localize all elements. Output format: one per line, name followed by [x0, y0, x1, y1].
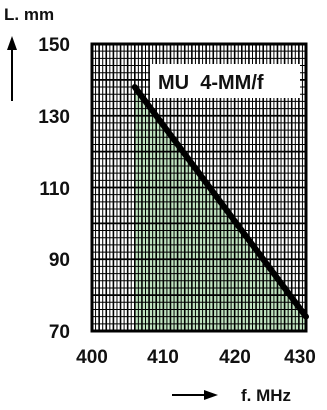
x-tick-labels: 400 410 420 430 [76, 347, 316, 368]
y-tick-label: 90 [49, 250, 70, 271]
x-tick-label: 410 [147, 347, 179, 368]
y-tick-labels: 70 90 110 130 150 [38, 35, 70, 343]
x-axis-arrow-icon [172, 390, 218, 400]
chart-title-box [150, 64, 300, 98]
x-tick-label: 430 [284, 347, 316, 368]
y-tick-label: 150 [38, 35, 70, 56]
plot-frame [90, 42, 308, 333]
y-tick-label: 70 [49, 322, 70, 343]
y-tick-label: 110 [39, 179, 70, 200]
x-tick-label: 420 [219, 347, 251, 368]
x-tick-label: 400 [76, 347, 108, 368]
x-axis-label: f. MHz [241, 386, 291, 405]
y-tick-label: 130 [38, 107, 70, 128]
y-axis-arrow-icon [7, 36, 17, 101]
series-line [131, 84, 309, 320]
y-axis-label: L. mm [4, 5, 54, 24]
chart-title: MU 4-MM/f [158, 72, 264, 94]
